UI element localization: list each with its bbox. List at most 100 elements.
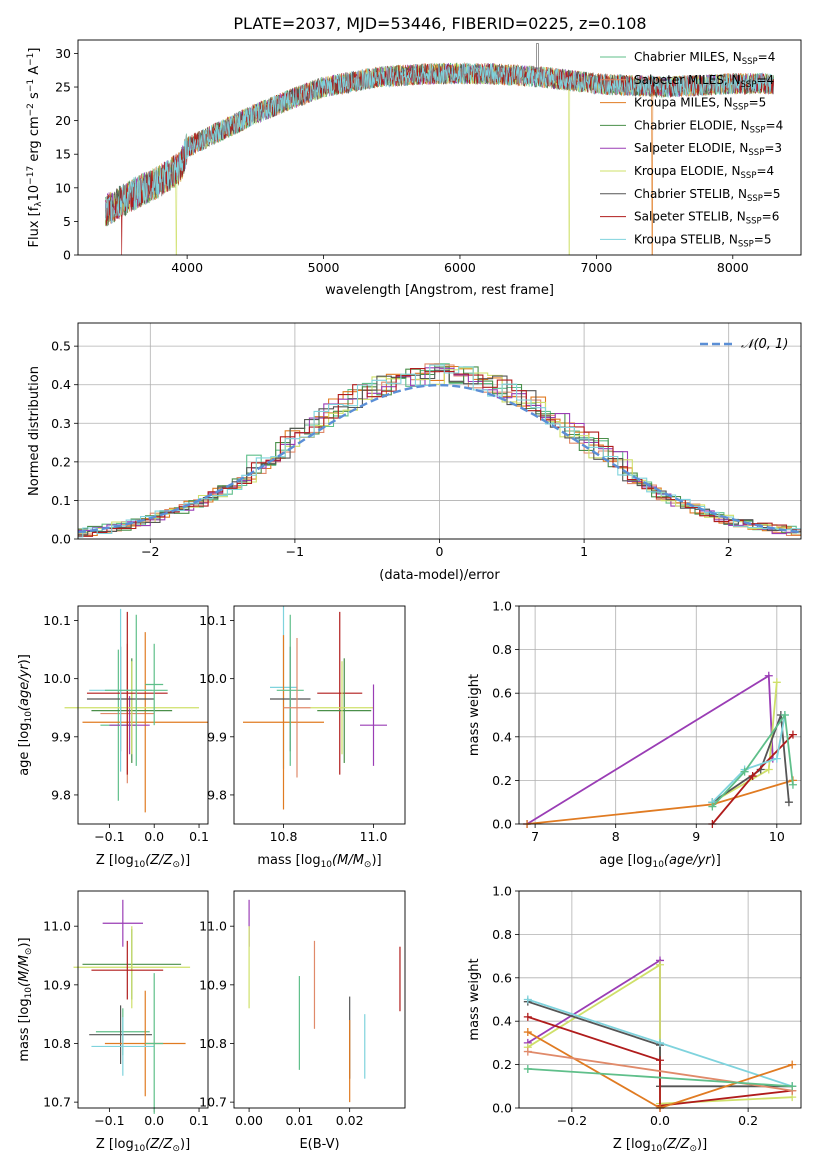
y-tick-label: 0.8 [492, 642, 512, 657]
label-part: mass [log [17, 998, 32, 1061]
y-tick-label: 0.8 [492, 927, 512, 942]
x-axis-label: mass [log10(M/M⊙)] [257, 853, 381, 870]
legend-label: Chabrier ELODIE, NSSP=4 [634, 118, 783, 135]
label-part: )] [371, 853, 381, 868]
legend-label: 𝒩(0, 1) [741, 337, 788, 352]
axes-frame [77, 322, 802, 540]
y-axis-label: Normed distribution [27, 366, 42, 496]
y-tick-label: 0.4 [51, 377, 71, 392]
ebv-vs-mass-panel: 0.00 0.01 0.02 10.7 10.8 10.9 11.0 E(B-V) [199, 890, 406, 1152]
x-tick-label: 8 [612, 829, 620, 844]
label-subscript: 10 [651, 1144, 663, 1154]
legend-label: Salpeter MILES, NSSP=4 [634, 73, 774, 90]
histogram-series [78, 368, 801, 537]
x-tick-label: 9 [692, 829, 700, 844]
y-tick-label: 9.8 [51, 787, 71, 802]
y-axis-label-part: −17 [26, 166, 36, 185]
spectrum-panel: 4000 5000 6000 7000 8000 0 5 10 15 20 25 30 Chabrier… [26, 39, 802, 298]
legend-value: =6 [762, 210, 780, 224]
x-tick-label: 0.0 [144, 829, 164, 844]
label-subscript: ⊙ [24, 948, 34, 956]
x-tick-label: 11.0 [360, 829, 388, 844]
label-part: )] [180, 853, 190, 868]
weight-marker [740, 767, 749, 776]
y-axis-label-part: ] [27, 48, 42, 53]
label-part: Z [log [96, 853, 134, 868]
y-axis-label-part: 10 [27, 185, 42, 202]
weight-marker [523, 1047, 532, 1056]
y-axis-label: mass [log10(M/M⊙)] [17, 937, 34, 1061]
y-axis-label: mass weight [467, 674, 482, 756]
y-axis-label-part: s [27, 92, 42, 103]
label-subscript: 10 [134, 1144, 146, 1154]
y-axis-label: mass weight [467, 958, 482, 1040]
x-tick-label: 0.01 [285, 1113, 313, 1128]
weight-marker [772, 754, 781, 763]
y-tick-label: 10.7 [43, 1095, 71, 1110]
y-axis-label-part: −1 [26, 53, 36, 66]
label-part: age [log [599, 853, 652, 868]
y-tick-label: 0.0 [492, 817, 512, 832]
x-tick-label: 10.8 [270, 829, 298, 844]
mass-vs-age-panel: 10.8 11.0 9.8 9.9 10.0 10.1 mass [log10(M/M⊙)] [199, 605, 406, 870]
weight-line [711, 714, 786, 803]
label-part: (age/yr [17, 663, 32, 711]
x-axis-label: (data-model)/error [379, 568, 500, 583]
y-tick-label: 0 [63, 248, 71, 263]
x-tick-label: −0.1 [94, 1113, 124, 1128]
x-tick-label: −0.1 [94, 829, 124, 844]
weight-marker [784, 798, 793, 807]
weight-line [527, 963, 793, 1105]
spectrum-line [105, 62, 774, 224]
y-axis-label-part: −1 [26, 79, 36, 92]
weight-marker [772, 678, 781, 687]
legend-label: Salpeter STELIB, NSSP=6 [634, 210, 779, 227]
label-subscript: 10 [24, 711, 34, 723]
x-tick-label: 0.00 [235, 1113, 263, 1128]
y-tick-label: 1.0 [492, 884, 512, 899]
x-tick-label: −0.2 [557, 1113, 587, 1128]
legend-label: Chabrier MILES, NSSP=4 [634, 50, 775, 67]
weight-marker [780, 711, 789, 719]
label-part: )] [17, 937, 32, 947]
weight-marker [764, 671, 773, 680]
x-tick-label: 0.02 [336, 1113, 364, 1128]
label-part: (age/yr [664, 853, 712, 868]
y-tick-label: 0.3 [51, 416, 71, 431]
y-tick-label: 9.9 [51, 729, 71, 744]
label-part: Z [log [96, 1137, 134, 1152]
label-subscript: 10 [652, 860, 664, 870]
x-tick-label: 1 [580, 544, 588, 559]
x-tick-label: 0 [436, 544, 444, 559]
x-axis-label: age [log10(age/yr)] [599, 853, 721, 870]
legend-subscript: SSP [733, 103, 749, 113]
legend-label: Chabrier STELIB, NSSP=5 [634, 187, 781, 204]
legend-value: =4 [756, 73, 774, 87]
weight-line [527, 1068, 793, 1088]
y-tick-label: 0.6 [492, 686, 512, 701]
legend-value: =4 [756, 164, 774, 178]
weight-marker [708, 802, 717, 811]
y-tick-label: 0.4 [492, 729, 512, 744]
weight-marker [764, 765, 773, 774]
x-axis-label: Z [log10(Z/Z⊙)] [613, 1137, 707, 1154]
x-tick-label: 0.2 [738, 1113, 758, 1128]
x-tick-label: 0.0 [650, 1113, 670, 1128]
legend-label: Kroupa ELODIE, NSSP=4 [634, 164, 774, 181]
label-part: )] [711, 853, 721, 868]
weight-line [527, 1016, 793, 1107]
legend-subscript: SSP [748, 148, 764, 158]
label-part: (M/M [332, 853, 364, 868]
y-tick-label: 0.4 [492, 1014, 512, 1029]
x-tick-label: −2 [141, 544, 159, 559]
label-part: Z [log [613, 1137, 651, 1152]
y-tick-label: 0.0 [51, 532, 71, 547]
x-axis-label: Z [log10(Z/Z⊙)] [96, 853, 190, 870]
x-tick-label: 0.0 [144, 1113, 164, 1128]
y-tick-label: 0.2 [492, 1057, 512, 1072]
x-axis-label: E(B-V) [299, 1137, 339, 1152]
y-tick-label: 25 [55, 80, 71, 95]
x-tick-label: 2 [725, 544, 733, 559]
